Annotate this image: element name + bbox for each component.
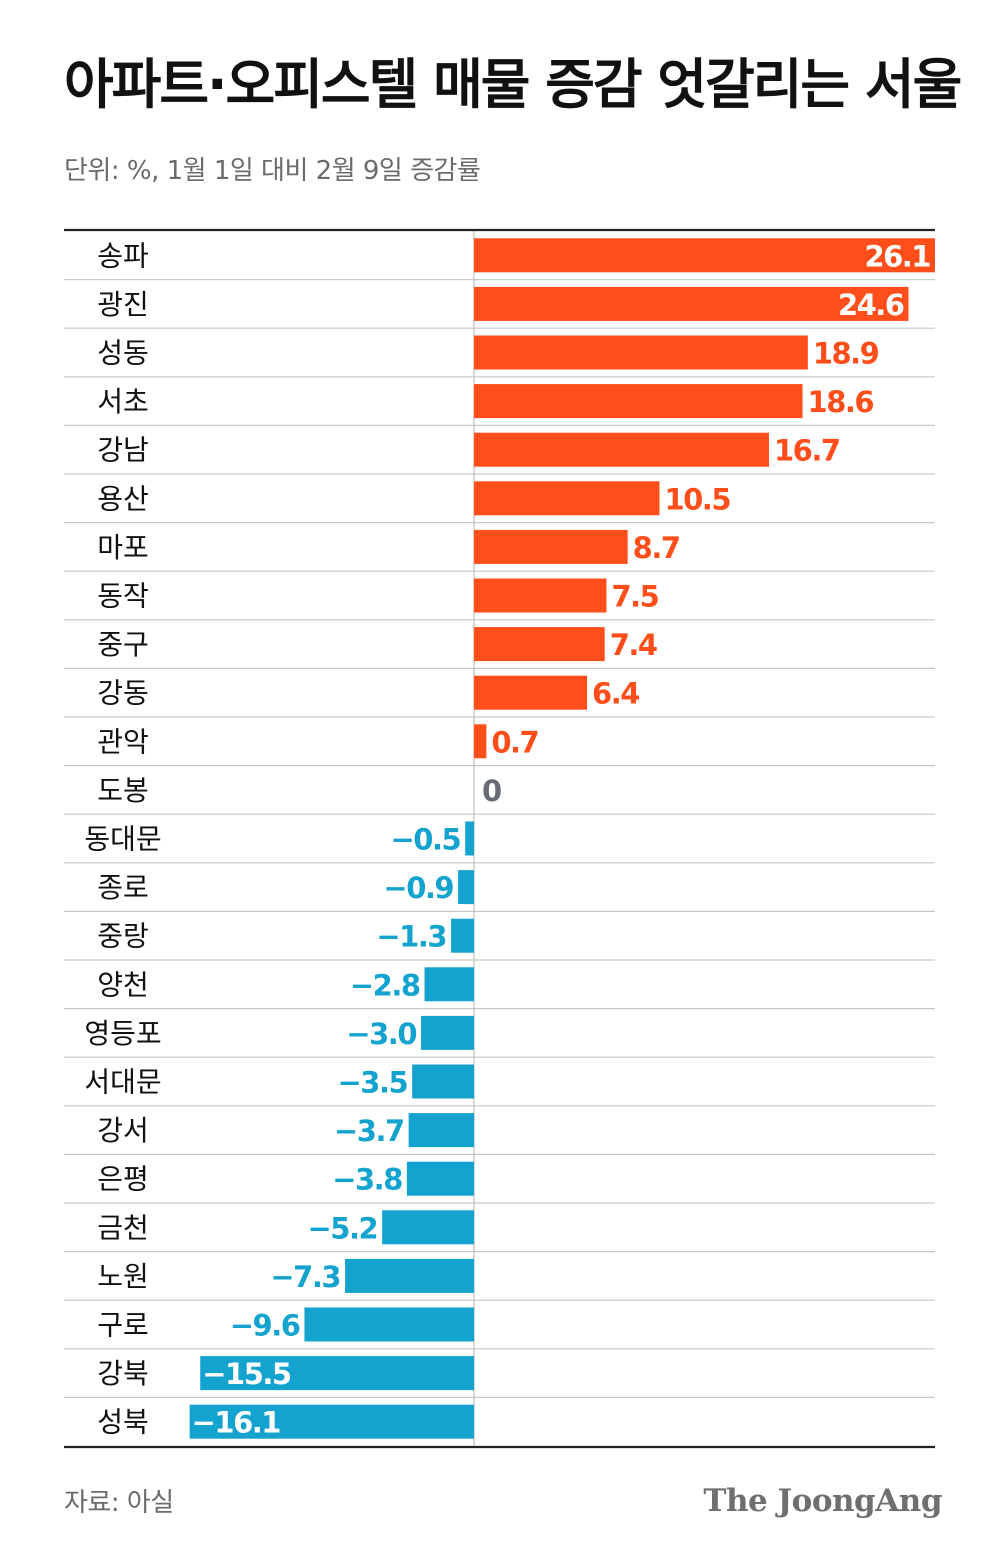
category-label: 동대문: [84, 823, 161, 856]
category-label: 노원: [97, 1260, 149, 1293]
bar-negative: [345, 1258, 474, 1293]
value-label: −3.8: [332, 1163, 402, 1197]
value-label: −15.5: [202, 1357, 291, 1391]
value-label: −3.5: [338, 1066, 408, 1100]
bar-negative: [451, 918, 474, 953]
bar-positive: [474, 286, 909, 321]
category-label: 구로: [97, 1309, 149, 1342]
chart-title: 아파트·오피스텔 매물 증감 엇갈리는 서울: [64, 53, 962, 116]
bar-positive: [474, 675, 588, 710]
bar-negative: [412, 1064, 474, 1099]
chart-subtitle: 단위: %, 1월 1일 대비 2월 9일 증감률: [64, 156, 481, 186]
category-label: 종로: [97, 871, 149, 904]
value-label: −3.7: [334, 1114, 404, 1148]
value-label: −2.8: [350, 968, 420, 1002]
value-label: 7.4: [610, 628, 657, 662]
bar-positive: [474, 724, 487, 759]
value-label: −0.5: [390, 823, 460, 857]
value-label: −3.0: [346, 1017, 416, 1051]
bar-positive: [474, 238, 935, 273]
value-label: 10.5: [664, 482, 730, 516]
category-label: 강서: [97, 1114, 149, 1147]
value-label: −9.6: [230, 1309, 300, 1343]
category-label: 은평: [97, 1163, 149, 1196]
category-label: 성북: [97, 1406, 149, 1439]
bar-positive: [474, 335, 808, 370]
bar-negative: [408, 1113, 474, 1148]
value-label: 6.4: [592, 677, 639, 711]
category-label: 광진: [97, 288, 149, 321]
value-label: −5.2: [307, 1211, 377, 1245]
category-label: 동작: [97, 580, 149, 613]
value-label: 7.5: [611, 580, 658, 614]
category-label: 영등포: [84, 1017, 161, 1050]
value-label: 18.6: [808, 385, 874, 419]
bar-negative: [200, 1356, 474, 1391]
category-label: 관악: [97, 725, 149, 758]
category-label: 성동: [97, 337, 149, 370]
bar-negative: [382, 1210, 474, 1245]
bar-negative: [189, 1404, 474, 1439]
bar-negative: [304, 1307, 474, 1342]
bar-positive: [474, 627, 605, 662]
source-note: 자료: 아실: [64, 1488, 174, 1518]
bar-negative: [421, 1015, 474, 1050]
bar-positive: [474, 432, 769, 467]
category-label: 강동: [97, 677, 149, 710]
value-label: −0.9: [383, 871, 453, 905]
category-label: 용산: [97, 482, 149, 515]
value-label: 18.9: [813, 337, 879, 371]
bar-positive: [474, 529, 628, 564]
value-label: −16.1: [192, 1406, 281, 1440]
bar-negative: [406, 1161, 474, 1196]
category-label: 서초: [97, 385, 149, 418]
publisher-logo: The JoongAng: [703, 1483, 942, 1519]
category-label: 도봉: [97, 774, 149, 807]
category-label: 강북: [97, 1357, 149, 1390]
value-label: 8.7: [633, 531, 680, 565]
category-label: 중구: [97, 628, 149, 661]
bar-negative: [465, 821, 474, 856]
category-label: 마포: [97, 531, 149, 564]
category-label: 금천: [97, 1211, 149, 1244]
category-label: 양천: [97, 968, 149, 1001]
category-label: 중랑: [97, 920, 149, 953]
value-label: 26.1: [864, 239, 930, 273]
value-label: 16.7: [774, 434, 840, 468]
value-label: 24.6: [838, 288, 904, 322]
value-label: −7.3: [270, 1260, 340, 1294]
category-label: 서대문: [84, 1066, 161, 1099]
bar-negative: [424, 967, 474, 1002]
bar-positive: [474, 578, 607, 613]
category-label: 강남: [97, 434, 149, 467]
bar-negative: [458, 870, 474, 905]
category-label: 송파: [97, 239, 149, 272]
value-label: −1.3: [376, 920, 446, 954]
bar-positive: [474, 481, 660, 516]
value-label: 0.7: [491, 725, 538, 759]
bar-positive: [474, 384, 803, 419]
value-label: 0: [482, 774, 501, 808]
